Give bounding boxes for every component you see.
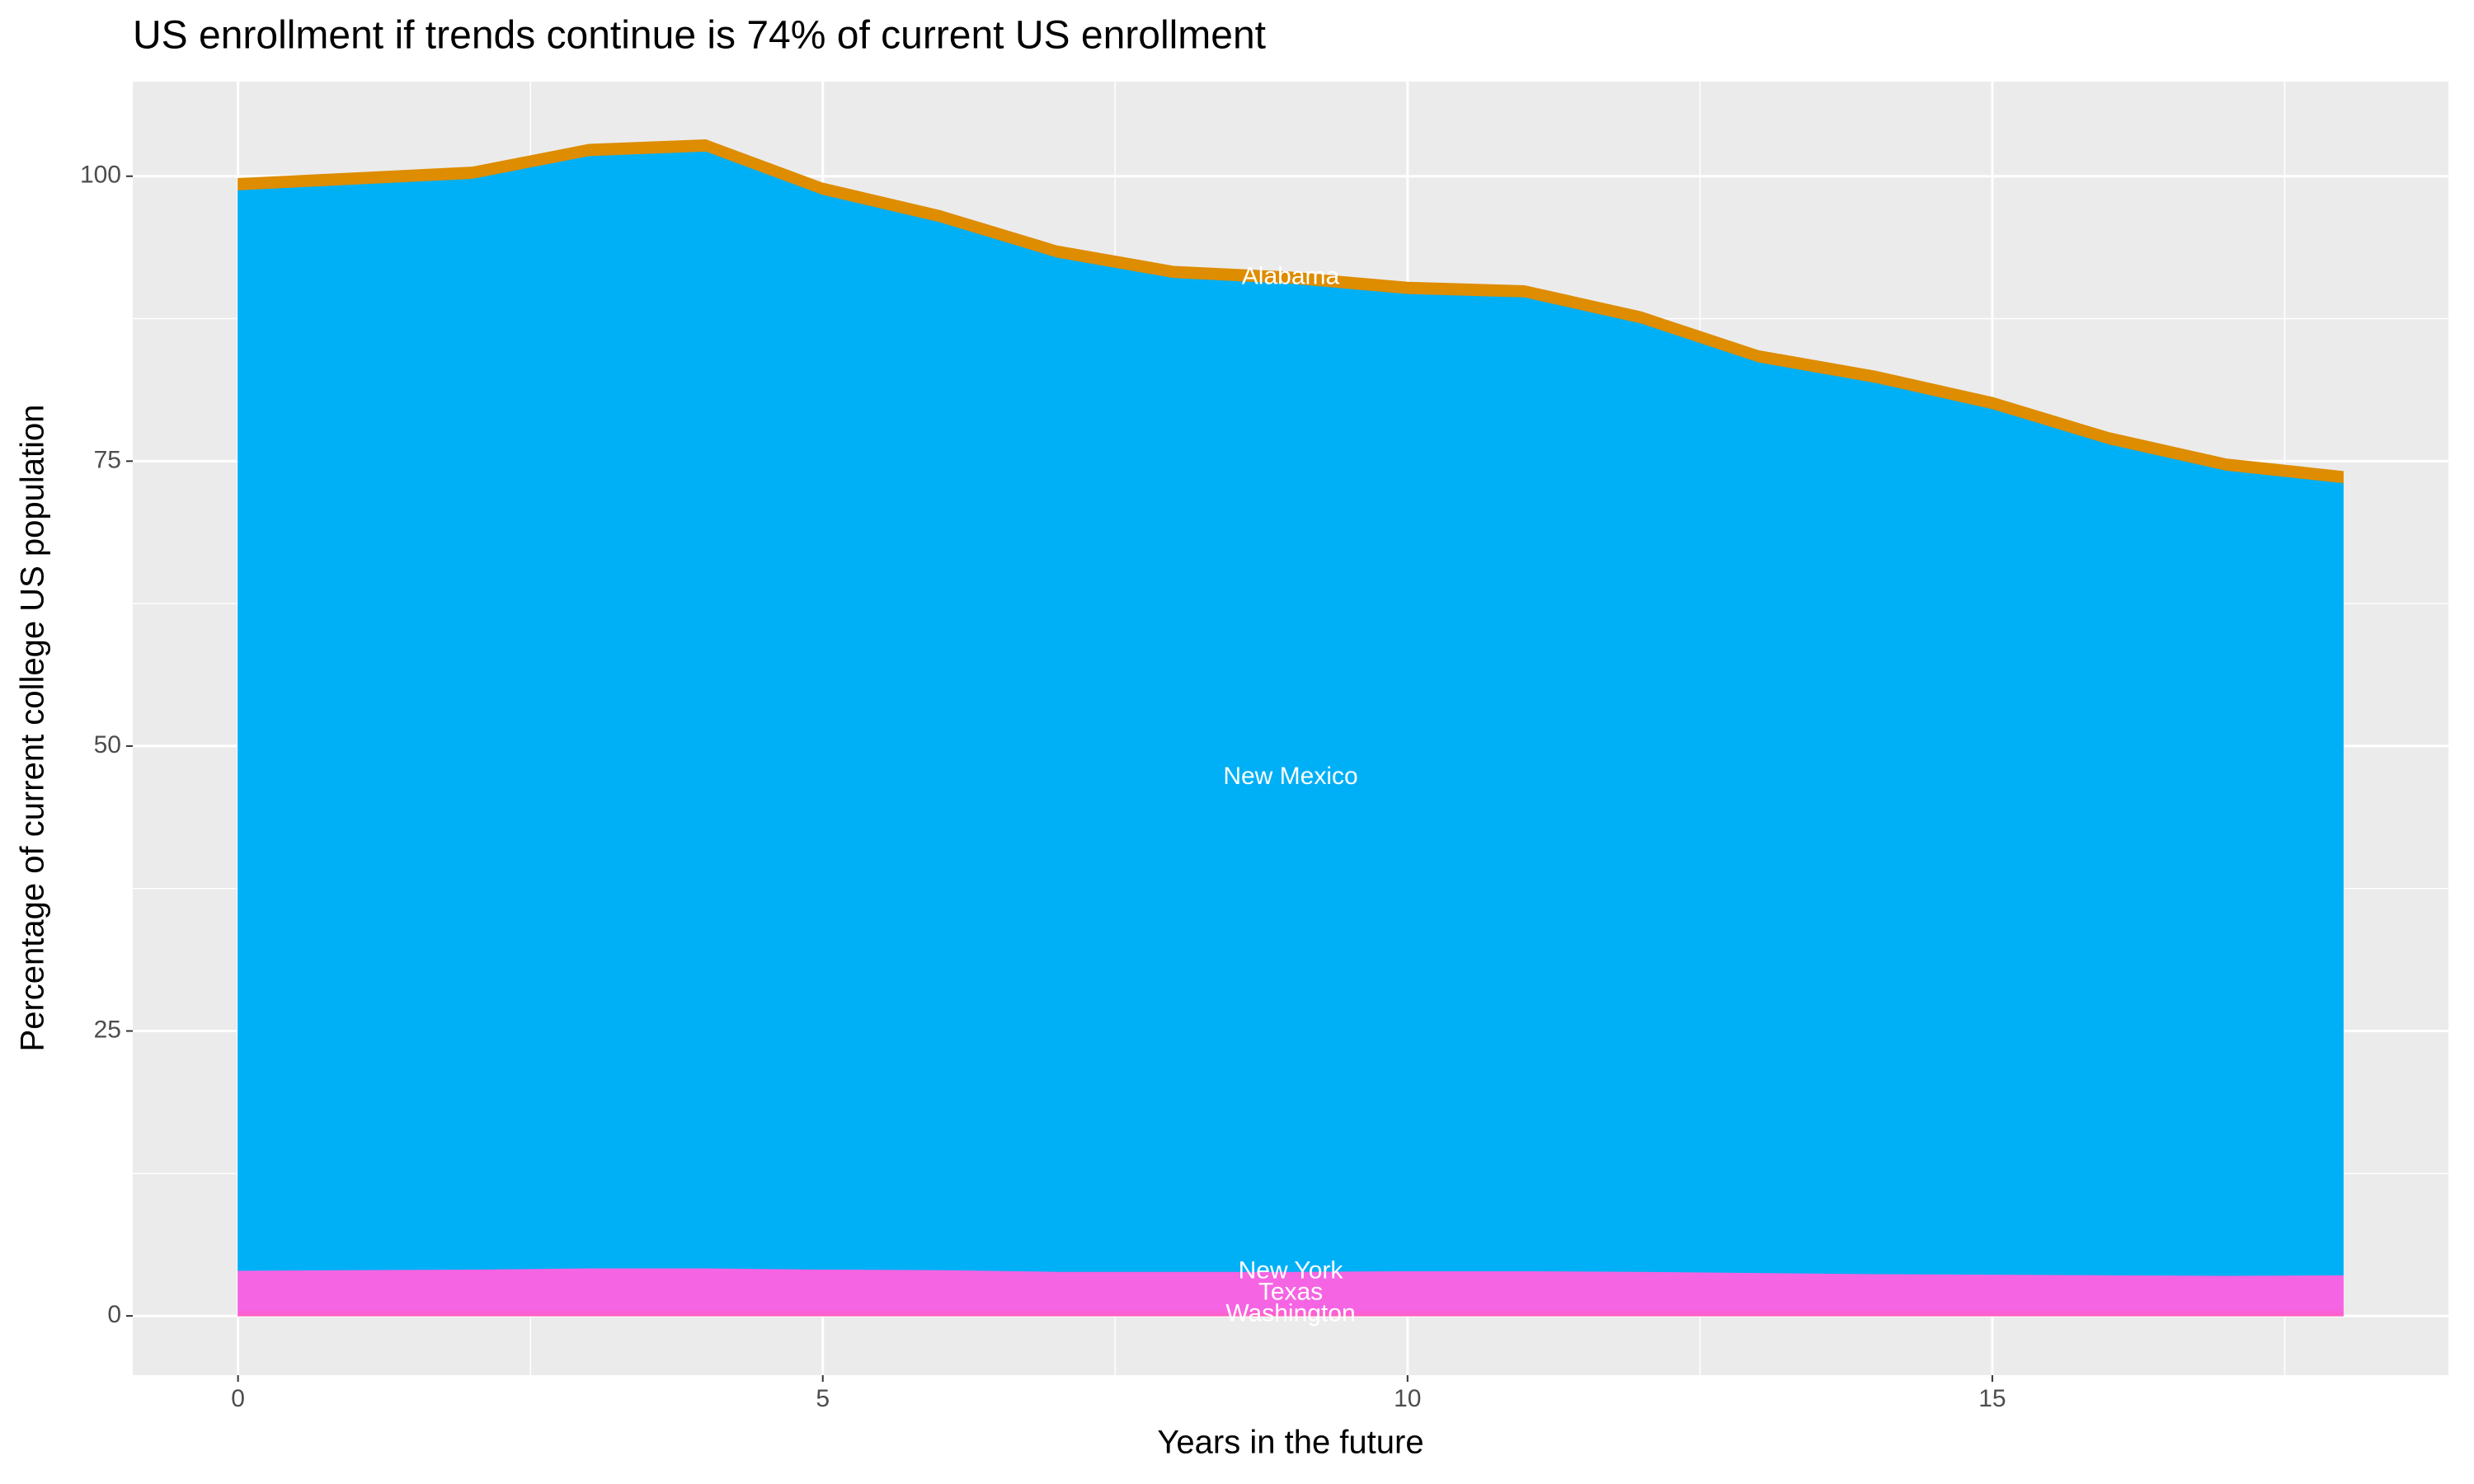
- x-tick-label: 10: [1394, 1385, 1421, 1412]
- x-axis-title: Years in the future: [1157, 1425, 1423, 1461]
- x-tick-label: 15: [1978, 1385, 2006, 1412]
- series-label: Alabama: [1242, 263, 1340, 290]
- series-label: Texas: [1258, 1279, 1323, 1306]
- y-tick-label: 75: [94, 446, 121, 473]
- area: [238, 139, 2344, 484]
- chart-title: US enrollment if trends continue is 74% …: [133, 14, 1266, 58]
- series-label: Washington: [1225, 1300, 1355, 1327]
- y-tick-label: 0: [107, 1301, 121, 1328]
- y-axis-title: Percentage of current college US populat…: [15, 405, 51, 1052]
- series-label: New Mexico: [1223, 763, 1357, 790]
- y-tick-label: 25: [94, 1016, 121, 1043]
- x-tick-label: 0: [231, 1385, 245, 1412]
- x-tick-label: 5: [816, 1385, 830, 1412]
- series-label: New York: [1239, 1257, 1344, 1284]
- y-tick-label: 50: [94, 731, 121, 758]
- y-tick-label: 100: [80, 162, 121, 189]
